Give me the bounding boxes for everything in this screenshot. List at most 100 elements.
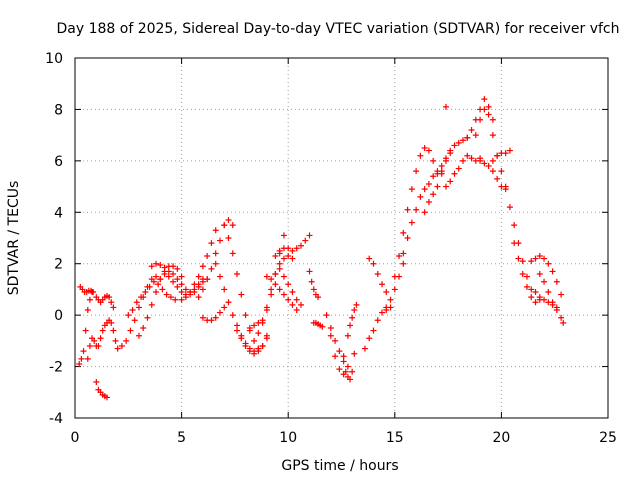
data-point [553,278,560,285]
y-tick-label: 4 [54,205,63,221]
data-point [430,173,437,180]
data-point [178,296,185,303]
series-arc-19 [255,253,296,337]
data-point [289,301,296,308]
data-point [90,289,97,295]
series-arc-02 [77,283,97,295]
data-point [285,245,292,252]
data-point [442,183,449,190]
data-point [263,273,270,280]
data-point [208,240,215,247]
data-point [80,348,87,355]
data-point [489,116,496,123]
series-arc-44 [528,253,565,298]
series-arc-41 [489,147,513,164]
data-point [481,106,488,113]
data-point [528,294,535,301]
data-point [417,193,424,200]
data-point [144,314,151,321]
data-point [216,237,223,244]
data-point [489,168,496,175]
data-point [336,348,343,355]
data-point [468,127,475,133]
data-point [212,260,219,267]
data-point [541,296,548,303]
data-point [212,314,219,321]
data-point [498,168,505,175]
data-point [383,289,390,295]
data-point [170,271,177,277]
data-point [182,294,189,301]
data-point [268,286,275,293]
data-point [108,299,115,306]
data-point [425,181,432,187]
data-point [285,296,292,303]
series-arc-40 [477,157,505,190]
data-point [84,307,91,313]
data-point [400,250,407,257]
data-point [91,337,98,344]
data-point [174,283,181,290]
data-point [353,301,360,308]
data-point [195,273,202,280]
data-point [153,260,160,267]
data-point [545,299,552,306]
data-point [408,186,415,193]
series-arc-05 [93,292,117,311]
series-arc-32 [391,145,437,280]
data-point [430,157,437,164]
data-point [387,296,394,303]
data-point [165,268,172,275]
data-point [212,227,219,234]
data-point [155,281,162,288]
data-point [502,150,509,157]
data-point [221,304,228,311]
series-arc-46 [532,289,560,311]
data-point [293,307,300,313]
data-point [174,265,181,272]
data-point [447,147,454,154]
data-point [112,337,119,344]
data-point [391,273,398,280]
data-point [297,242,304,249]
data-point [460,157,467,164]
data-point [379,281,386,288]
data-point [195,294,202,301]
series-arc-24 [310,319,326,330]
data-point [234,271,241,277]
data-point [76,361,83,367]
data-point [118,343,125,349]
series-arc-29 [361,304,394,352]
data-point [234,322,241,329]
data-point [178,281,185,288]
data-point [153,273,160,280]
data-point [142,289,149,295]
data-point [536,271,543,277]
data-point [242,343,249,349]
data-point [451,142,458,149]
data-point [263,335,270,342]
data-point [468,155,475,162]
data-point [174,276,181,283]
data-point [347,322,354,329]
data-point [515,255,522,262]
data-point [187,289,194,295]
data-point [135,304,142,311]
data-point [276,247,283,254]
data-point [545,260,552,267]
data-point [108,319,115,326]
series-arc-01 [76,289,96,367]
data-point [191,281,198,288]
data-point [289,255,296,262]
data-point [477,116,484,123]
data-point [421,209,428,216]
x-tick-label: 0 [71,430,80,446]
data-point [511,240,518,247]
data-point [347,376,354,383]
data-point [451,170,458,177]
data-point [506,147,513,154]
data-point [251,322,258,329]
series-arc-12 [178,227,219,303]
x-tick-label: 20 [492,430,510,446]
data-point [135,332,142,339]
